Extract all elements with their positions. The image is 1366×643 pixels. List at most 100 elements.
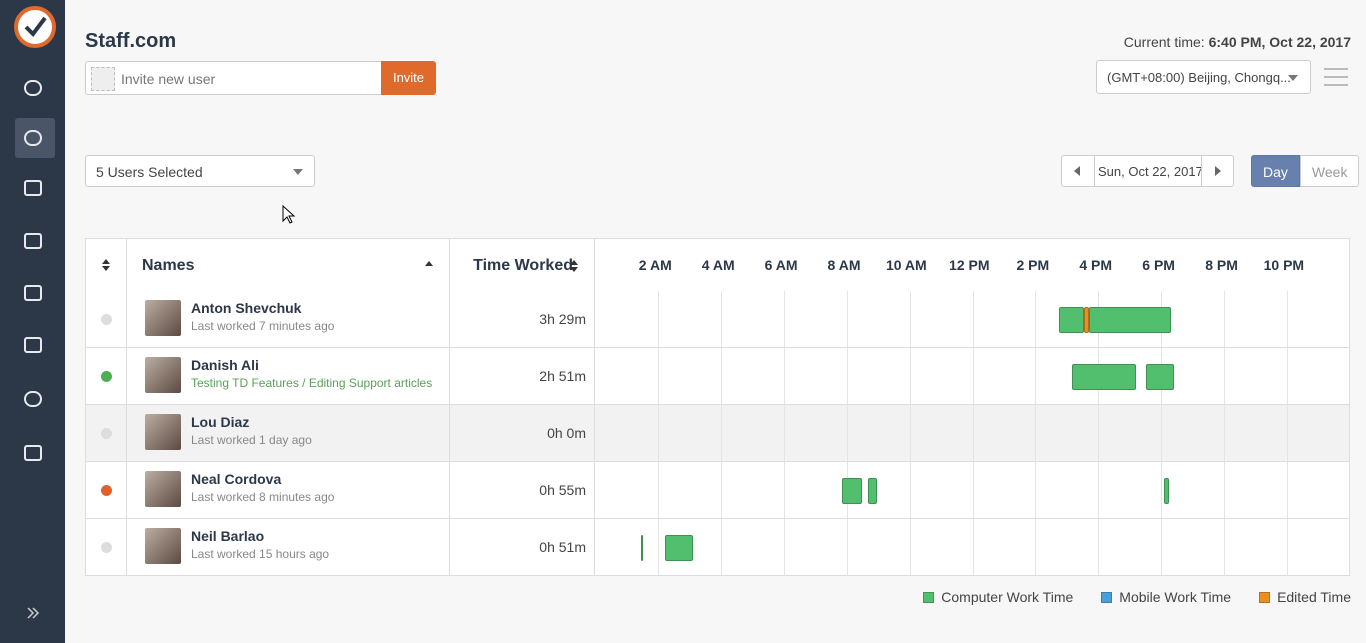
avatar xyxy=(145,471,181,507)
time-header-text: Time Worked xyxy=(473,257,573,274)
user-status: Last worked 7 minutes ago xyxy=(191,319,335,333)
timeline-cell xyxy=(595,462,1350,518)
add-user-icon[interactable] xyxy=(24,80,42,96)
time-worked: 2h 51m xyxy=(539,368,586,384)
grid-line xyxy=(1098,519,1100,575)
timezone-select[interactable]: (GMT+08:00) Beijing, Chongq... xyxy=(1096,60,1311,94)
user-name[interactable]: Danish Ali xyxy=(191,357,259,373)
work-segment[interactable] xyxy=(841,478,862,504)
next-icon xyxy=(1215,166,1221,176)
current-time-value: 6:40 PM, Oct 22, 2017 xyxy=(1208,34,1351,50)
grid-line xyxy=(972,462,974,518)
users-select[interactable]: 5 Users Selected xyxy=(85,155,315,187)
work-segment[interactable] xyxy=(640,535,643,561)
timeline-tick-label: 10 PM xyxy=(1263,257,1305,273)
timeline-tick-label: 12 PM xyxy=(949,257,990,273)
time-cell: 0h 55m xyxy=(450,462,595,518)
status-dot xyxy=(101,314,112,325)
avatar xyxy=(145,300,181,336)
time-cell: 0h 0m xyxy=(450,405,595,461)
prev-day[interactable] xyxy=(1062,156,1095,186)
timeline-tick-label: 8 AM xyxy=(827,257,861,273)
invite-placeholder: Invite new user xyxy=(121,71,216,87)
sort-cell xyxy=(86,462,127,518)
timezone: (GMT+08:00) Beijing, Chongq... xyxy=(1107,70,1291,85)
name-cell: Lou Diaz Last worked 1 day ago xyxy=(127,405,450,461)
name-cell: Neil Barlao Last worked 15 hours ago xyxy=(127,519,450,575)
view-button[interactable]: Week xyxy=(1299,155,1360,187)
user-name[interactable]: Neil Barlao xyxy=(191,528,265,544)
help-icon[interactable] xyxy=(24,391,42,407)
work-segment[interactable] xyxy=(664,535,693,561)
reports-icon[interactable] xyxy=(24,285,42,301)
grid-line xyxy=(909,462,911,518)
names-header[interactable]: Names xyxy=(127,239,450,291)
sort-cell xyxy=(86,348,127,404)
work-segment[interactable] xyxy=(1146,364,1175,390)
work-segment[interactable] xyxy=(1072,364,1137,390)
grid-line xyxy=(1161,405,1163,461)
user-name[interactable]: Neal Cordova xyxy=(191,471,282,487)
grid-line xyxy=(909,519,911,575)
invite-button[interactable]: Invite xyxy=(381,61,436,95)
timeline-tick-label: 2 AM xyxy=(638,257,672,273)
settings-icon[interactable] xyxy=(1323,66,1349,88)
legend-swatch xyxy=(923,591,935,603)
work-segment[interactable] xyxy=(1059,307,1085,333)
timeline-cell xyxy=(595,348,1350,404)
legend-item: Mobile Work Time xyxy=(1101,589,1231,605)
sort-column[interactable] xyxy=(86,239,127,291)
dropdown-arrow xyxy=(1288,75,1298,81)
time-worked: 3h 29m xyxy=(539,311,586,327)
time-cell: 3h 29m xyxy=(450,291,595,347)
grid-line xyxy=(909,291,911,347)
work-segment[interactable] xyxy=(1164,478,1170,504)
grid-line xyxy=(1287,348,1289,404)
view-button[interactable]: Day xyxy=(1251,155,1300,187)
grid-line xyxy=(657,291,659,347)
status-dot xyxy=(101,428,112,439)
grid-line xyxy=(657,348,659,404)
user-name[interactable]: Anton Shevchuk xyxy=(191,300,302,316)
grid-line xyxy=(783,405,785,461)
grid-line xyxy=(846,291,848,347)
users-selected: 5 Users Selected xyxy=(96,164,203,180)
cursor xyxy=(282,205,296,224)
grid-line xyxy=(783,519,785,575)
grid-line xyxy=(1287,519,1289,575)
chat-icon[interactable] xyxy=(24,445,42,461)
time-header[interactable]: Time Worked xyxy=(450,239,595,291)
avatar xyxy=(145,414,181,450)
work-segment[interactable] xyxy=(1084,307,1089,333)
grid-line xyxy=(846,405,848,461)
work-segment[interactable] xyxy=(1088,307,1171,333)
timeline-tick-label: 6 AM xyxy=(764,257,798,273)
time-worked: 0h 0m xyxy=(547,425,586,441)
tasks-icon[interactable] xyxy=(24,180,42,196)
time-cell: 2h 51m xyxy=(450,348,595,404)
grid-line xyxy=(720,405,722,461)
grid-line xyxy=(1224,291,1226,347)
user-status: Testing TD Features / Editing Support ar… xyxy=(191,376,433,390)
next-day[interactable] xyxy=(1201,156,1234,186)
grid-line xyxy=(720,462,722,518)
work-segment[interactable] xyxy=(867,478,877,504)
grid-line xyxy=(972,519,974,575)
billing-icon[interactable] xyxy=(24,337,42,353)
user-status: Last worked 15 hours ago xyxy=(191,547,330,561)
names-header-text: Names xyxy=(142,257,195,274)
invite-input[interactable]: Invite new user xyxy=(85,61,382,95)
name-cell: Neal Cordova Last worked 8 minutes ago xyxy=(127,462,450,518)
expand-icon[interactable] xyxy=(26,606,40,620)
screenshots-icon[interactable] xyxy=(24,233,42,249)
timeline-tick-label: 10 AM xyxy=(885,257,927,273)
user-name[interactable]: Lou Diaz xyxy=(191,414,250,430)
grid-line xyxy=(1224,348,1226,404)
legend-swatch xyxy=(1259,591,1271,603)
grid-line xyxy=(783,462,785,518)
user-row: Danish Ali Testing TD Features / Editing … xyxy=(85,348,1350,405)
history-icon[interactable] xyxy=(24,130,42,146)
sort-icon xyxy=(570,260,578,272)
grid-line xyxy=(1287,291,1289,347)
